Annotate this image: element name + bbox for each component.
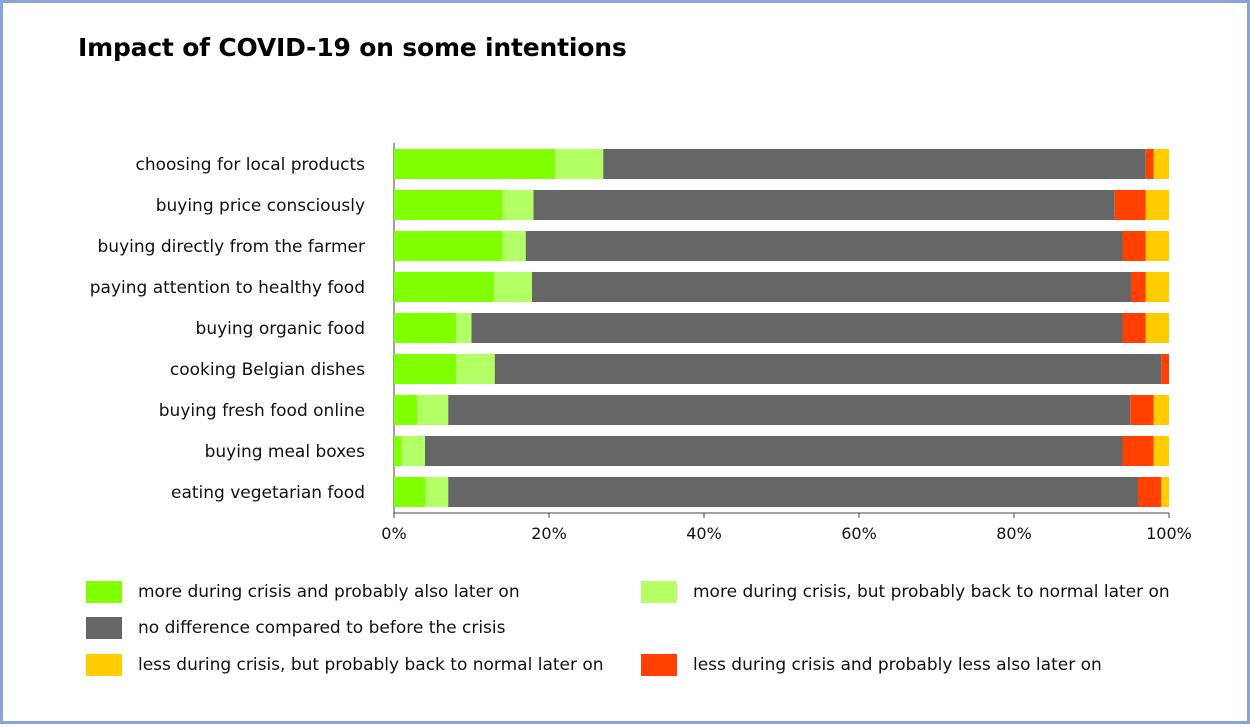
bar-segment (1138, 477, 1162, 507)
bar-segment (502, 231, 526, 261)
legend-swatch (86, 617, 122, 639)
bar-segment (1145, 272, 1169, 302)
legend-label: less during crisis, but probably back to… (138, 655, 604, 675)
legend-item: less during crisis, but probably back to… (86, 654, 604, 676)
bar-segment (1130, 395, 1154, 425)
legend-item: more during crisis, but probably back to… (641, 581, 1170, 603)
bar-segment (531, 272, 1132, 302)
bar-segment (417, 395, 449, 425)
bar-segment (603, 149, 1146, 179)
legend-swatch (86, 654, 122, 676)
legend-item: no difference compared to before the cri… (86, 617, 506, 639)
category-label: buying organic food (196, 319, 365, 339)
legend-item: more during crisis and probably also lat… (86, 581, 520, 603)
x-tick-label: 0% (381, 524, 406, 543)
chart-plot: 0% 20% 40% 60% 80% 100% choosing for local pro… (90, 143, 1192, 543)
bar-segment (394, 354, 456, 384)
bar-segment (1145, 190, 1169, 220)
category-label: buying price consciously (156, 196, 365, 216)
bar-segment (394, 477, 425, 507)
bar-segment (1153, 149, 1169, 179)
bar-segment (394, 395, 418, 425)
bar-segment (394, 436, 402, 466)
bar-segment (493, 272, 532, 302)
x-tick-label: 40% (686, 524, 722, 543)
legend-swatch (641, 581, 677, 603)
bar-segment (1122, 231, 1146, 261)
bar-segment (494, 354, 1162, 384)
chart-title: Impact of COVID-19 on some intentions (78, 33, 627, 62)
bar-segment (401, 436, 425, 466)
bar-segment (394, 272, 494, 302)
bar-segment (471, 313, 1123, 343)
bar-segment (394, 190, 503, 220)
category-label: buying directly from the farmer (98, 237, 365, 257)
category-label: cooking Belgian dishes (170, 360, 365, 380)
category-label: choosing for local products (135, 155, 365, 175)
bar-segment (533, 190, 1115, 220)
bar-segment (448, 477, 1138, 507)
x-tick-label: 60% (841, 524, 877, 543)
bar-segment (1153, 395, 1169, 425)
bar-segment (394, 149, 556, 179)
bar-segment (1153, 436, 1169, 466)
bar-segment (1145, 149, 1154, 179)
x-tick-label: 20% (531, 524, 567, 543)
legend-swatch (641, 654, 677, 676)
bar-segment (394, 313, 456, 343)
category-label: buying fresh food online (159, 401, 365, 421)
legend-label: no difference compared to before the cri… (138, 618, 506, 638)
bar-segment (425, 436, 1123, 466)
bar-segment (1145, 313, 1169, 343)
legend-label: more during crisis and probably also lat… (138, 582, 520, 602)
bar-segment (448, 395, 1131, 425)
category-label: buying meal boxes (205, 442, 366, 462)
bar-segment (456, 354, 495, 384)
legend-item: less during crisis and probably less als… (641, 654, 1102, 676)
bar-segment (1122, 436, 1154, 466)
bar-segment (502, 190, 534, 220)
category-label: paying attention to healthy food (90, 278, 365, 298)
bar-segment (525, 231, 1123, 261)
x-tick-label: 100% (1146, 524, 1192, 543)
bar-segment (1131, 272, 1146, 302)
bar-segment (555, 149, 604, 179)
bar-segment (1161, 354, 1169, 384)
legend-swatch (86, 581, 122, 603)
x-tick-label: 80% (996, 524, 1032, 543)
legend-label: more during crisis, but probably back to… (693, 582, 1170, 602)
bar-segment (1114, 190, 1146, 220)
chart-legend: more during crisis and probably also lat… (3, 3, 1250, 727)
legend-label: less during crisis and probably less als… (693, 655, 1102, 675)
bar-segment (1145, 231, 1169, 261)
bar-segment (425, 477, 449, 507)
bar-segment (394, 231, 503, 261)
bar-segment (1161, 477, 1169, 507)
bar-segment (456, 313, 472, 343)
bar-segment (1122, 313, 1146, 343)
category-label: eating vegetarian food (171, 483, 365, 503)
